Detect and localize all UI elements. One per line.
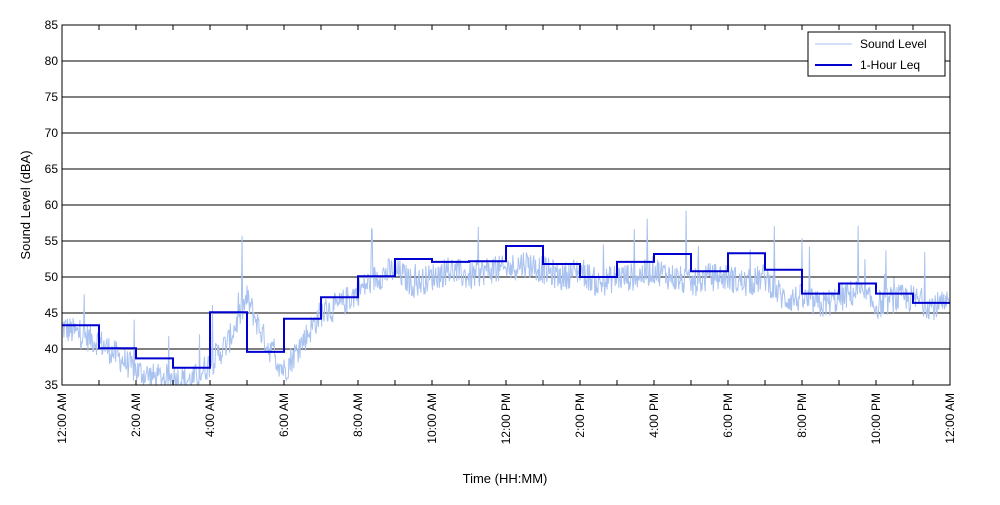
y-tick-label: 45 — [45, 306, 59, 320]
x-tick-label: 4:00 PM — [647, 393, 661, 438]
x-tick-label: 8:00 AM — [351, 393, 365, 437]
y-tick-label: 40 — [45, 342, 59, 356]
y-tick-label: 65 — [45, 162, 59, 176]
y-tick-label: 35 — [45, 378, 59, 392]
y-tick-label: 60 — [45, 198, 59, 212]
y-axis-title: Sound Level (dBA) — [18, 150, 33, 259]
grid-layer — [62, 60, 950, 350]
x-axis-title: Time (HH:MM) — [463, 471, 548, 486]
x-tick-label: 8:00 PM — [795, 393, 809, 438]
series-line-1-hour-leq — [62, 245, 950, 369]
x-tick-labels: 12:00 AM 2:00 AM 4:00 AM 6:00 AM 8:00 AM 10:0… — [55, 25, 957, 444]
x-tick-label: 2:00 PM — [573, 393, 587, 438]
x-tick-label: 6:00 PM — [721, 393, 735, 438]
x-tick-label: 10:00 PM — [869, 393, 883, 444]
y-tick-label: 80 — [45, 54, 59, 68]
series-layer — [61, 210, 951, 387]
legend: Sound Level 1-Hour Leq — [807, 31, 946, 77]
y-tick-label: 50 — [45, 270, 59, 284]
legend-label-sound-level: Sound Level — [860, 37, 927, 51]
x-tick-label: 10:00 AM — [425, 393, 439, 444]
x-tick-label: 12:00 AM — [55, 393, 69, 444]
x-tick-label: 2:00 AM — [129, 393, 143, 437]
y-tick-label: 75 — [45, 90, 59, 104]
y-tick-label: 85 — [45, 18, 59, 32]
y-tick-labels: 35 40 45 50 55 60 65 70 75 80 85 — [45, 18, 67, 392]
x-tick-label: 4:00 AM — [203, 393, 217, 437]
y-tick-label: 55 — [45, 234, 59, 248]
x-tick-label: 6:00 AM — [277, 393, 291, 437]
x-tick-label: 12:00 PM — [499, 393, 513, 444]
legend-label-1-hour-leq: 1-Hour Leq — [860, 58, 920, 72]
y-tick-label: 70 — [45, 126, 59, 140]
legend-box — [807, 31, 946, 77]
series-line-sound-level — [61, 210, 951, 387]
x-tick-label: 12:00 AM — [943, 393, 957, 444]
